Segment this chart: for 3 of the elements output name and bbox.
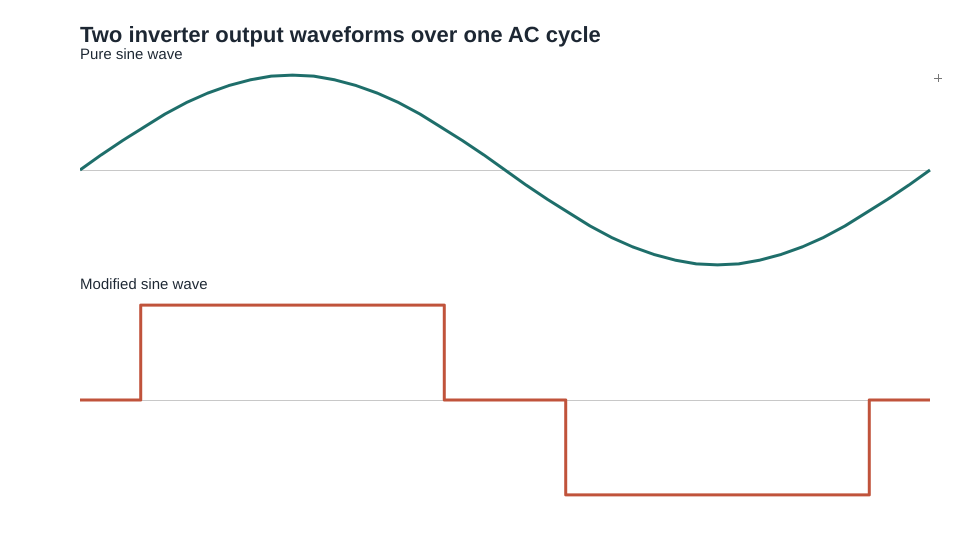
chart-subtitle: Pure sine wave: [80, 46, 183, 63]
chart-title: Modified sine wave: [80, 276, 208, 293]
chart-title: Two inverter output waveforms over one AC cycle: [80, 22, 601, 48]
